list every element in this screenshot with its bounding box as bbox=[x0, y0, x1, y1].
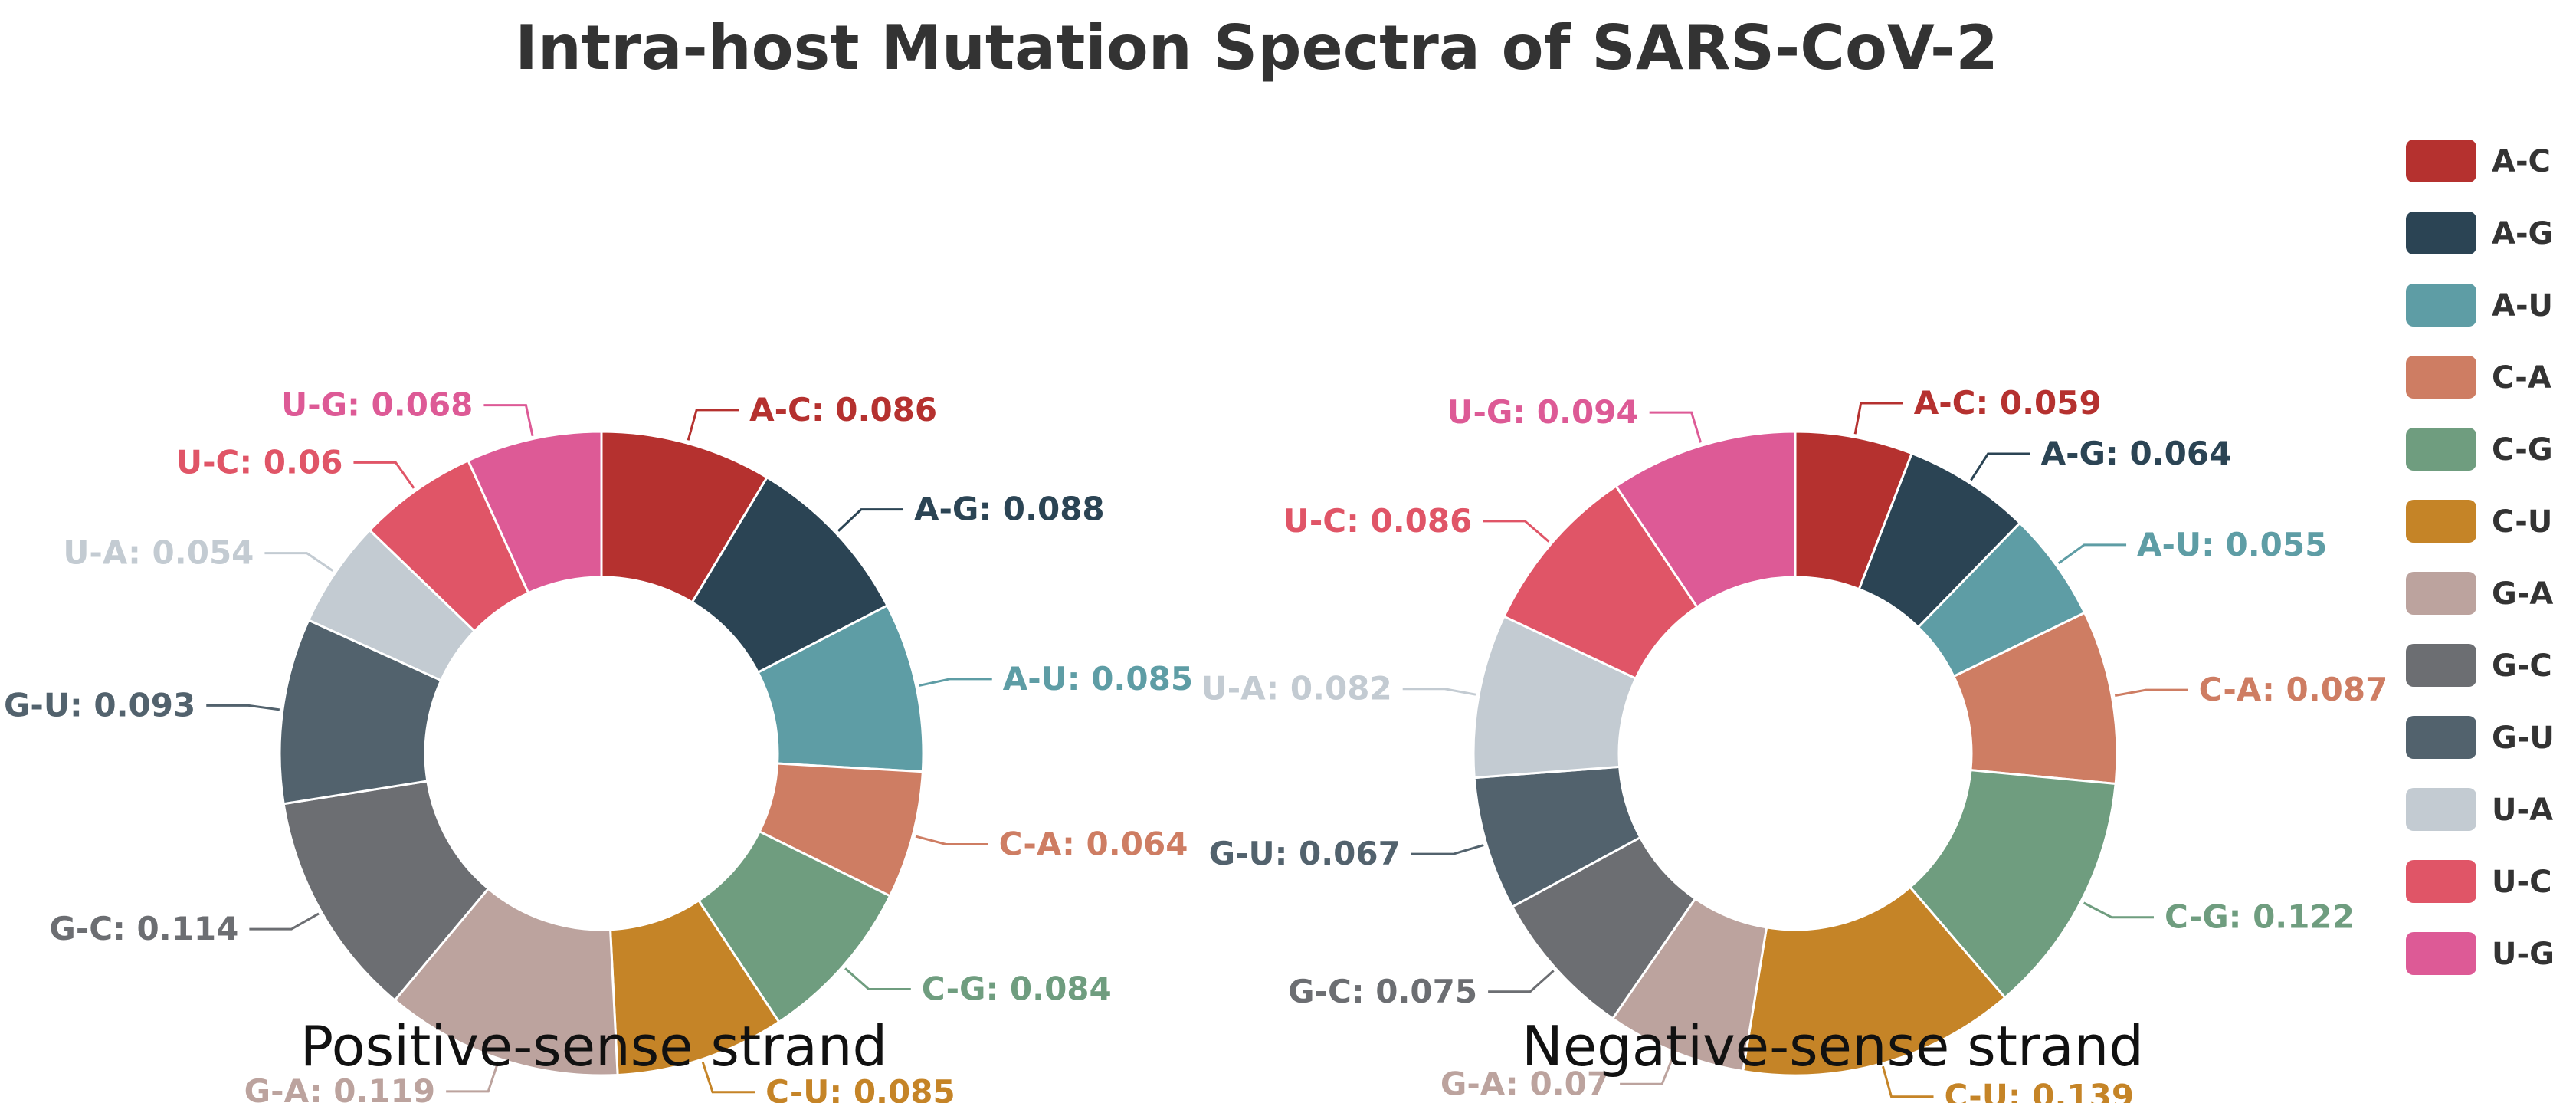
data-label-c-a: C-A: 0.087 bbox=[2199, 671, 2388, 708]
leader-line-c-g bbox=[2083, 901, 2154, 919]
leader-line-c-a bbox=[915, 835, 988, 845]
legend-swatch-g-a[interactable] bbox=[2406, 572, 2476, 615]
legend-label-a-g[interactable]: A-G bbox=[2492, 216, 2553, 251]
positive-strand-donut: A-C: 0.086 A-G: 0.088 A-U: 0.085 C-A: 0.064… bbox=[4, 386, 1193, 1103]
data-label-c-u: C-U: 0.139 bbox=[1945, 1078, 2135, 1103]
legend-label-a-c[interactable]: A-C bbox=[2492, 144, 2551, 179]
leader-line-g-c bbox=[249, 912, 320, 931]
leader-line-g-u bbox=[1411, 844, 1484, 855]
legend: A-C A-G A-U C-A C-G C-U G-A G-C G-U U-A U-C U-G bbox=[2406, 140, 2555, 975]
data-label-a-c: A-C: 0.059 bbox=[1914, 384, 2102, 422]
leader-line-g-a bbox=[1620, 1054, 1675, 1085]
data-label-g-a: G-A: 0.119 bbox=[244, 1072, 435, 1103]
leader-line-g-c bbox=[1488, 970, 1555, 993]
leader-line-u-a bbox=[264, 552, 334, 572]
data-label-u-a: U-A: 0.082 bbox=[1201, 670, 1392, 707]
data-label-c-a: C-A: 0.064 bbox=[999, 825, 1188, 862]
data-label-u-g: U-G: 0.094 bbox=[1447, 393, 1638, 431]
slice-c-u bbox=[1741, 885, 2007, 1077]
data-label-a-g: A-G: 0.088 bbox=[914, 491, 1105, 528]
leader-line-a-g bbox=[1970, 452, 2030, 481]
legend-swatch-a-g[interactable] bbox=[2406, 212, 2476, 254]
leader-line-g-u bbox=[206, 704, 280, 711]
leader-line-g-a bbox=[446, 1061, 500, 1093]
legend-swatch-a-c[interactable] bbox=[2406, 140, 2476, 182]
legend-label-u-c[interactable]: U-C bbox=[2492, 865, 2551, 900]
data-label-g-u: G-U: 0.067 bbox=[1209, 835, 1401, 872]
leader-line-u-g bbox=[483, 404, 534, 436]
leader-line-c-a bbox=[2114, 688, 2188, 697]
leader-line-u-a bbox=[1402, 688, 1476, 696]
positive-strand-subtitle: Positive-sense strand bbox=[300, 1014, 887, 1078]
leader-line-a-u bbox=[919, 678, 992, 687]
data-label-a-g: A-G: 0.064 bbox=[2041, 435, 2232, 472]
leader-line-a-u bbox=[2057, 543, 2127, 565]
data-label-a-u: A-U: 0.055 bbox=[2137, 526, 2327, 563]
leader-line-c-g bbox=[844, 967, 911, 991]
leader-line-u-g bbox=[1649, 411, 1703, 443]
legend-label-u-g[interactable]: U-G bbox=[2492, 937, 2555, 972]
negative-strand-donut: A-C: 0.059 A-G: 0.064 A-U: 0.055 C-A: 0.087… bbox=[1201, 384, 2388, 1103]
legend-label-g-c[interactable]: G-C bbox=[2492, 648, 2552, 684]
data-label-g-a: G-A: 0.07 bbox=[1440, 1065, 1609, 1102]
leader-line-u-c bbox=[1483, 520, 1550, 543]
data-label-a-c: A-C: 0.086 bbox=[749, 391, 937, 428]
legend-swatch-g-c[interactable] bbox=[2406, 644, 2476, 687]
legend-label-u-a[interactable]: U-A bbox=[2492, 793, 2553, 828]
data-label-g-u: G-U: 0.093 bbox=[4, 686, 195, 724]
data-label-c-u: C-U: 0.085 bbox=[765, 1073, 955, 1103]
legend-label-c-a[interactable]: C-A bbox=[2492, 360, 2551, 396]
legend-swatch-c-u[interactable] bbox=[2406, 500, 2476, 543]
legend-swatch-a-u[interactable] bbox=[2406, 284, 2476, 327]
legend-label-a-u[interactable]: A-U bbox=[2492, 288, 2553, 323]
legend-swatch-u-c[interactable] bbox=[2406, 860, 2476, 903]
legend-label-g-u[interactable]: G-U bbox=[2492, 721, 2555, 756]
leader-line-a-c bbox=[1853, 402, 1903, 435]
legend-label-c-g[interactable]: C-G bbox=[2492, 432, 2553, 468]
data-label-u-c: U-C: 0.06 bbox=[176, 443, 342, 481]
data-label-u-c: U-C: 0.086 bbox=[1283, 502, 1473, 540]
data-label-a-u: A-U: 0.085 bbox=[1003, 660, 1193, 698]
legend-swatch-g-u[interactable] bbox=[2406, 716, 2476, 759]
leader-line-c-u bbox=[701, 1062, 755, 1094]
legend-swatch-c-g[interactable] bbox=[2406, 428, 2476, 471]
slice-u-g bbox=[466, 430, 603, 595]
leader-line-a-g bbox=[837, 508, 903, 532]
data-label-u-a: U-A: 0.054 bbox=[63, 534, 254, 572]
data-label-u-g: U-G: 0.068 bbox=[281, 386, 473, 424]
leader-line-a-c bbox=[687, 409, 739, 441]
legend-swatch-u-a[interactable] bbox=[2406, 788, 2476, 831]
negative-strand-subtitle: Negative-sense strand bbox=[1522, 1014, 2144, 1078]
slice-c-g bbox=[1908, 769, 2117, 1000]
data-label-g-c: G-C: 0.075 bbox=[1288, 973, 1477, 1010]
legend-label-c-u[interactable]: C-U bbox=[2492, 504, 2552, 540]
chart-title: Intra-host Mutation Spectra of SARS-CoV-… bbox=[515, 12, 1998, 84]
slice-u-g bbox=[1614, 430, 1797, 609]
legend-swatch-c-a[interactable] bbox=[2406, 356, 2476, 399]
leader-line-c-u bbox=[1882, 1065, 1934, 1098]
legend-label-g-a[interactable]: G-A bbox=[2492, 576, 2553, 612]
data-label-g-c: G-C: 0.114 bbox=[49, 910, 238, 947]
leader-line-u-c bbox=[353, 461, 415, 489]
data-label-c-g: C-G: 0.084 bbox=[922, 970, 1112, 1008]
legend-swatch-u-g[interactable] bbox=[2406, 932, 2476, 975]
data-label-c-g: C-G: 0.122 bbox=[2165, 898, 2355, 936]
